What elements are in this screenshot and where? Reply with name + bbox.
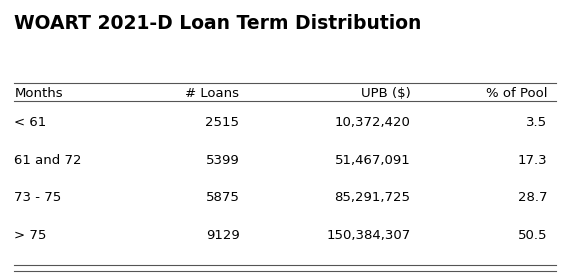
Text: 28.7: 28.7 — [518, 191, 547, 204]
Text: 5875: 5875 — [206, 191, 239, 204]
Text: 85,291,725: 85,291,725 — [335, 191, 410, 204]
Text: 17.3: 17.3 — [518, 154, 547, 167]
Text: 9129: 9129 — [206, 229, 239, 242]
Text: 51,467,091: 51,467,091 — [335, 154, 410, 167]
Text: > 75: > 75 — [14, 229, 47, 242]
Text: 10,372,420: 10,372,420 — [335, 116, 410, 129]
Text: 50.5: 50.5 — [518, 229, 547, 242]
Text: # Loans: # Loans — [185, 87, 239, 100]
Text: WOART 2021-D Loan Term Distribution: WOART 2021-D Loan Term Distribution — [14, 14, 422, 33]
Text: 73 - 75: 73 - 75 — [14, 191, 62, 204]
Text: 5399: 5399 — [206, 154, 239, 167]
Text: Months: Months — [14, 87, 63, 100]
Text: 2515: 2515 — [205, 116, 239, 129]
Text: 61 and 72: 61 and 72 — [14, 154, 82, 167]
Text: < 61: < 61 — [14, 116, 47, 129]
Text: UPB ($): UPB ($) — [361, 87, 410, 100]
Text: 3.5: 3.5 — [526, 116, 547, 129]
Text: % of Pool: % of Pool — [486, 87, 547, 100]
Text: 150,384,307: 150,384,307 — [326, 229, 410, 242]
